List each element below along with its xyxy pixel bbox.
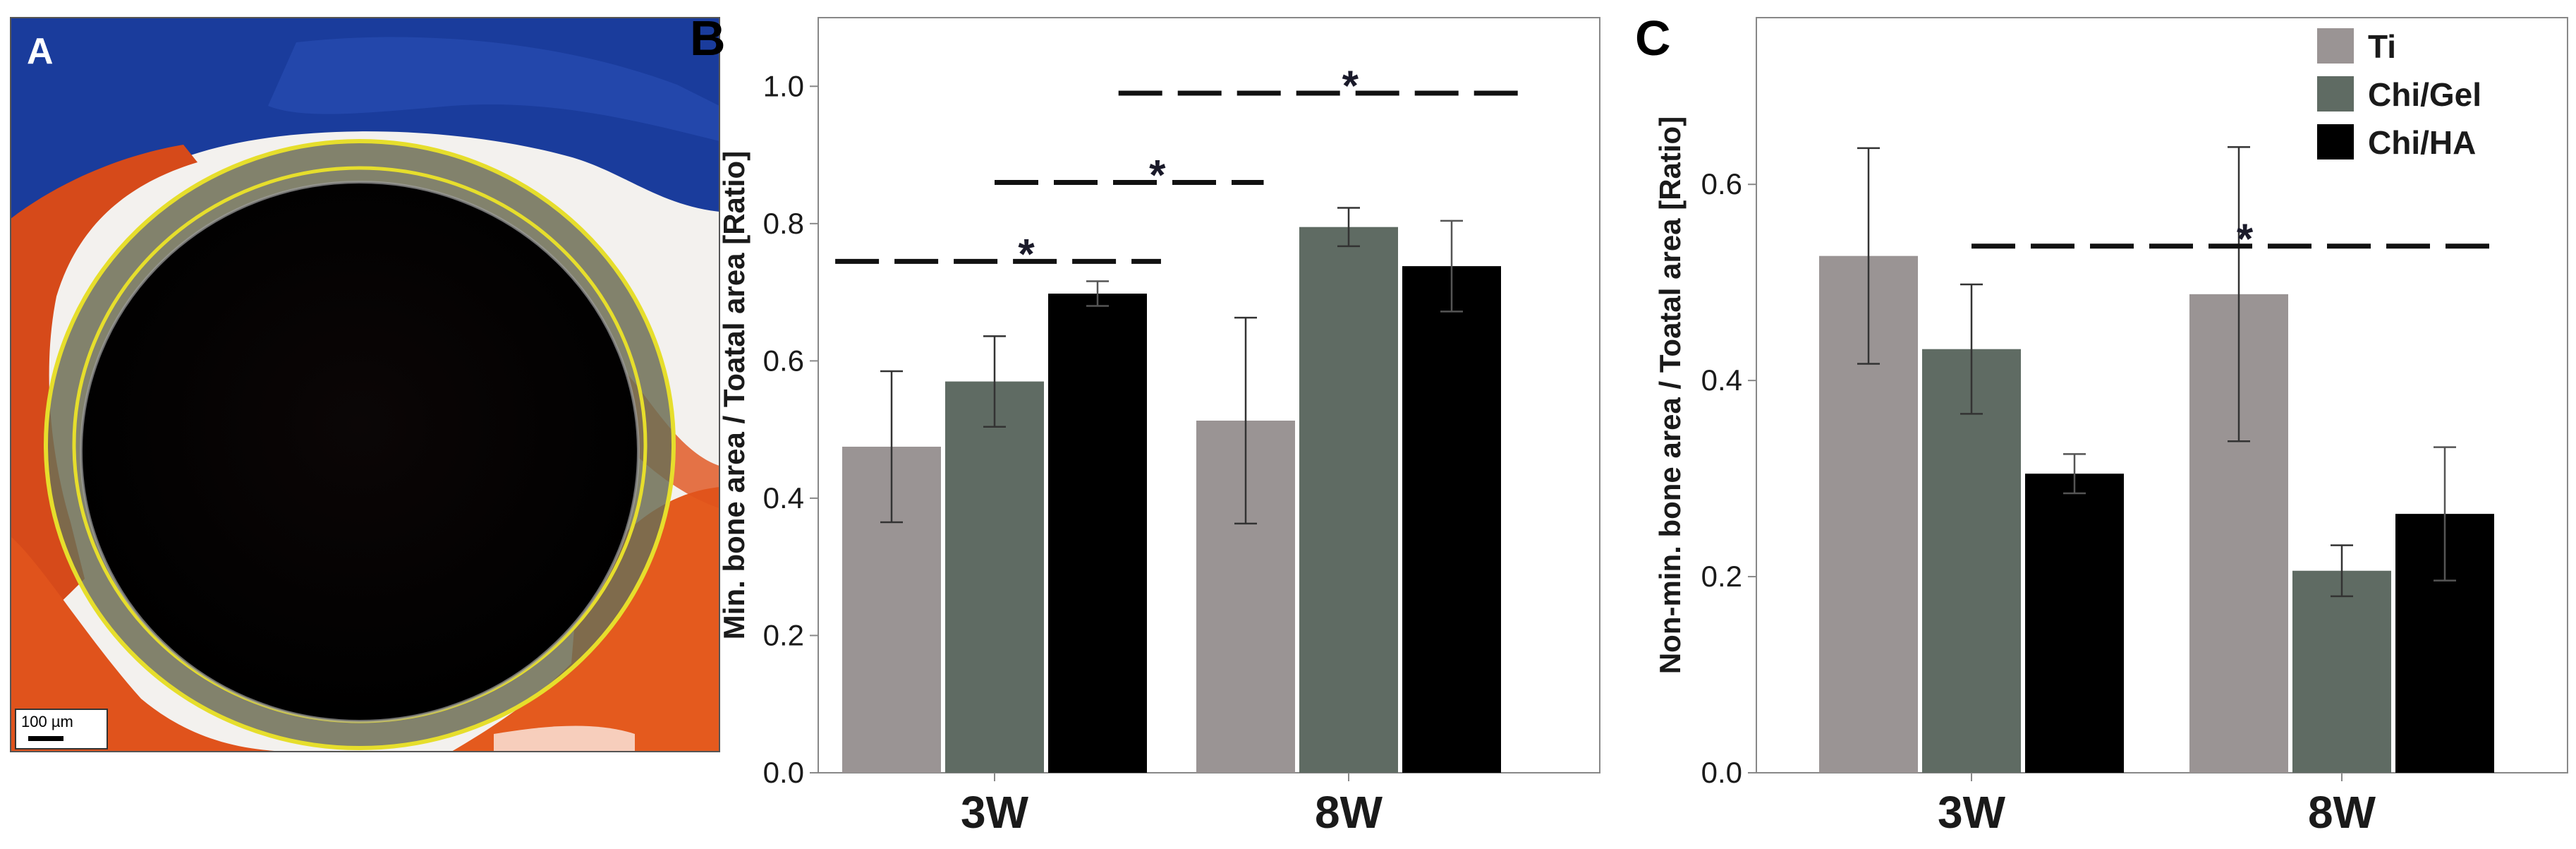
bar-chi-gel-8w bbox=[1299, 227, 1398, 773]
bar-chi-gel-3w bbox=[1922, 349, 2021, 773]
legend-swatch bbox=[2317, 28, 2354, 64]
x-tick-label: 3W bbox=[961, 787, 1029, 838]
bar-chi-ha-8w bbox=[1402, 266, 1501, 773]
legend-label: Chi/Gel bbox=[2368, 76, 2481, 113]
y-tick-label: 0.4 bbox=[1701, 363, 1742, 397]
y-tick-label: 0.0 bbox=[1701, 756, 1742, 789]
y-tick-label: 0.0 bbox=[763, 756, 804, 789]
significance-star: * bbox=[1149, 151, 1166, 198]
legend-label: Chi/HA bbox=[2368, 124, 2476, 161]
y-tick-label: 0.4 bbox=[763, 481, 804, 514]
bar-chi-ha-3w bbox=[2025, 474, 2124, 773]
histology-image bbox=[10, 17, 720, 752]
chart-c: 0.0 0.2 0.4 0.6 Non-min. bone area / Toatal … bbox=[1653, 17, 2568, 838]
significance-star: * bbox=[1342, 62, 1359, 109]
y-tick-label: 0.2 bbox=[1701, 560, 1742, 593]
y-axis-label: Min. bone area / Toatal area [Ratio] bbox=[717, 151, 751, 639]
x-tick-label: 8W bbox=[1315, 787, 1383, 838]
y-tick-label: 0.6 bbox=[763, 344, 804, 377]
y-tick-label: 1.0 bbox=[763, 69, 804, 102]
x-tick-label: 8W bbox=[2308, 787, 2376, 838]
significance-star: * bbox=[2237, 215, 2254, 263]
legend-swatch bbox=[2317, 124, 2354, 159]
x-tick-label: 3W bbox=[1938, 787, 2006, 838]
y-axis-label: Non-min. bone area / Toatal area [Ratio] bbox=[1653, 116, 1687, 674]
y-tick-label: 0.6 bbox=[1701, 167, 1742, 200]
scale-bar-label: 100 µm bbox=[21, 713, 73, 730]
bar-chi-ha-3w bbox=[1048, 294, 1147, 773]
bar-chi-gel-3w bbox=[945, 381, 1044, 773]
plot-frame bbox=[1756, 17, 2568, 773]
legend-label: Ti bbox=[2368, 28, 2396, 65]
panel-a-letter: A bbox=[27, 31, 54, 72]
significance-star: * bbox=[1018, 230, 1035, 277]
y-tick-label: 0.8 bbox=[763, 207, 804, 240]
y-tick-label: 0.2 bbox=[763, 618, 804, 651]
panel-b-letter: B bbox=[690, 11, 726, 66]
chart-b: 0.0 0.2 0.4 0.6 0.8 1.0 Min. bone area / Toata… bbox=[717, 17, 1600, 838]
panel-c-letter: C bbox=[1635, 11, 1671, 66]
legend-swatch bbox=[2317, 76, 2354, 112]
bar-chi-gel-8w bbox=[2292, 570, 2391, 773]
